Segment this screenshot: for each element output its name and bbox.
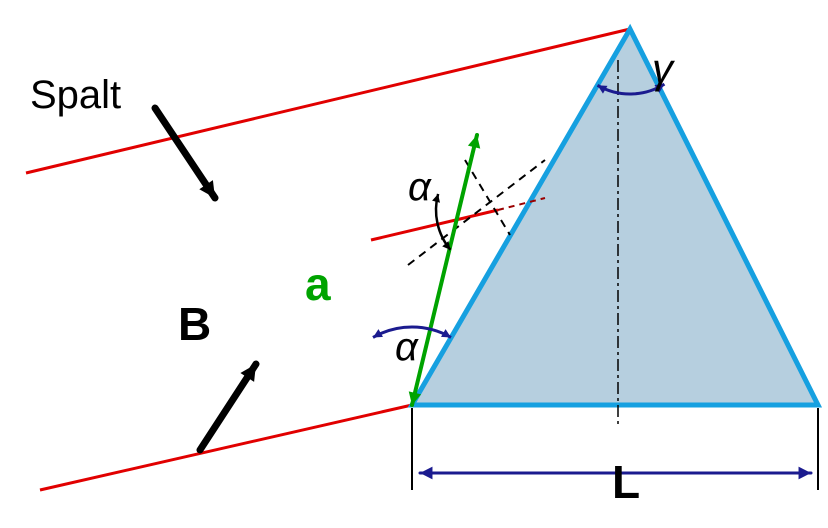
red-line-bottom [40,405,412,490]
red-line-short [371,210,498,240]
label-B: B [178,298,211,350]
dash-line-d2 [465,160,510,235]
label-a: a [305,258,331,310]
label-alpha2: α [395,325,419,369]
label-L: L [612,456,640,508]
label-gamma: γ [652,45,675,92]
diagram-root: Spalt Ba γ α α L [0,0,828,528]
label-spalt: Spalt [30,73,121,117]
spalt-arrow-bottom [200,364,256,450]
label-alpha1: α [408,165,432,209]
spalt-arrow-top [155,108,215,198]
diagram-svg: Spalt Ba γ α α L [0,0,828,528]
